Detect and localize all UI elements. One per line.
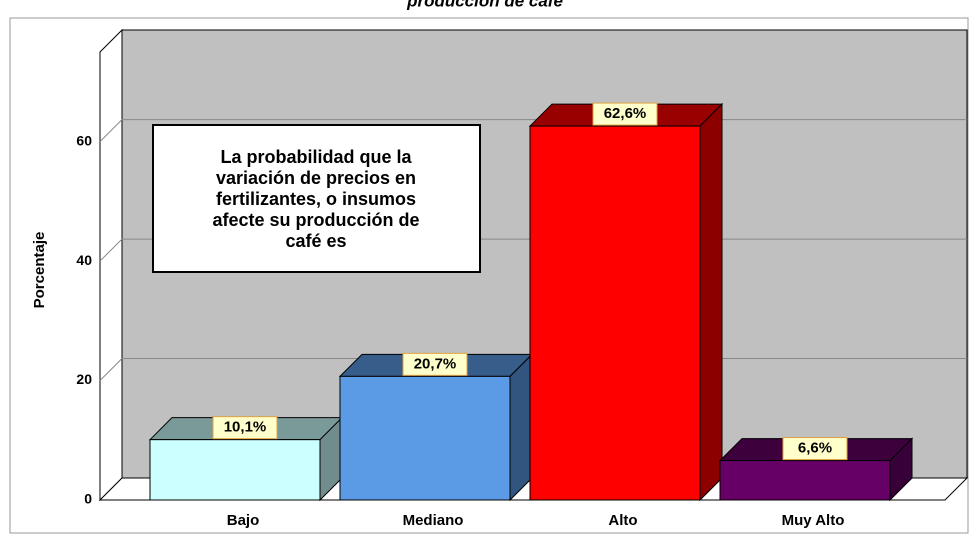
annotation-text: afecte su producción de	[212, 210, 419, 230]
value-label: 10,1%	[224, 419, 267, 436]
bar-side	[699, 102, 723, 502]
y-tick-label: 20	[76, 371, 92, 387]
side-wall	[99, 28, 123, 502]
annotation-text: variación de precios en	[216, 168, 416, 188]
bar	[529, 125, 701, 501]
annotation-box	[152, 124, 481, 273]
annotation-text: café es	[285, 231, 346, 251]
x-tick-label: Mediano	[403, 512, 464, 529]
y-tick-label: 60	[76, 132, 92, 148]
value-label-box	[782, 437, 848, 461]
value-label-box	[592, 102, 658, 126]
annotation-text: La probabilidad que la	[220, 147, 412, 167]
bar	[149, 439, 321, 501]
value-label: 62,6%	[604, 105, 647, 122]
value-label-box	[402, 352, 468, 376]
bar-side	[509, 353, 533, 502]
value-label: 6,6%	[798, 440, 832, 457]
y-tick-label: 40	[76, 252, 92, 268]
value-label-box	[212, 416, 278, 440]
y-axis-label: Porcentaje	[31, 232, 48, 309]
y-tick-label: 0	[84, 491, 92, 507]
annotation-text: fertilizantes, o insumos	[216, 189, 416, 209]
x-tick-label: Muy Alto	[782, 512, 845, 529]
bar	[339, 375, 511, 501]
x-tick-label: Alto	[608, 512, 637, 529]
value-label: 20,7%	[414, 355, 457, 372]
x-tick-label: Bajo	[227, 512, 260, 529]
chart-title: producción de café	[406, 0, 563, 10]
frame	[9, 17, 969, 534]
bar	[719, 460, 891, 501]
